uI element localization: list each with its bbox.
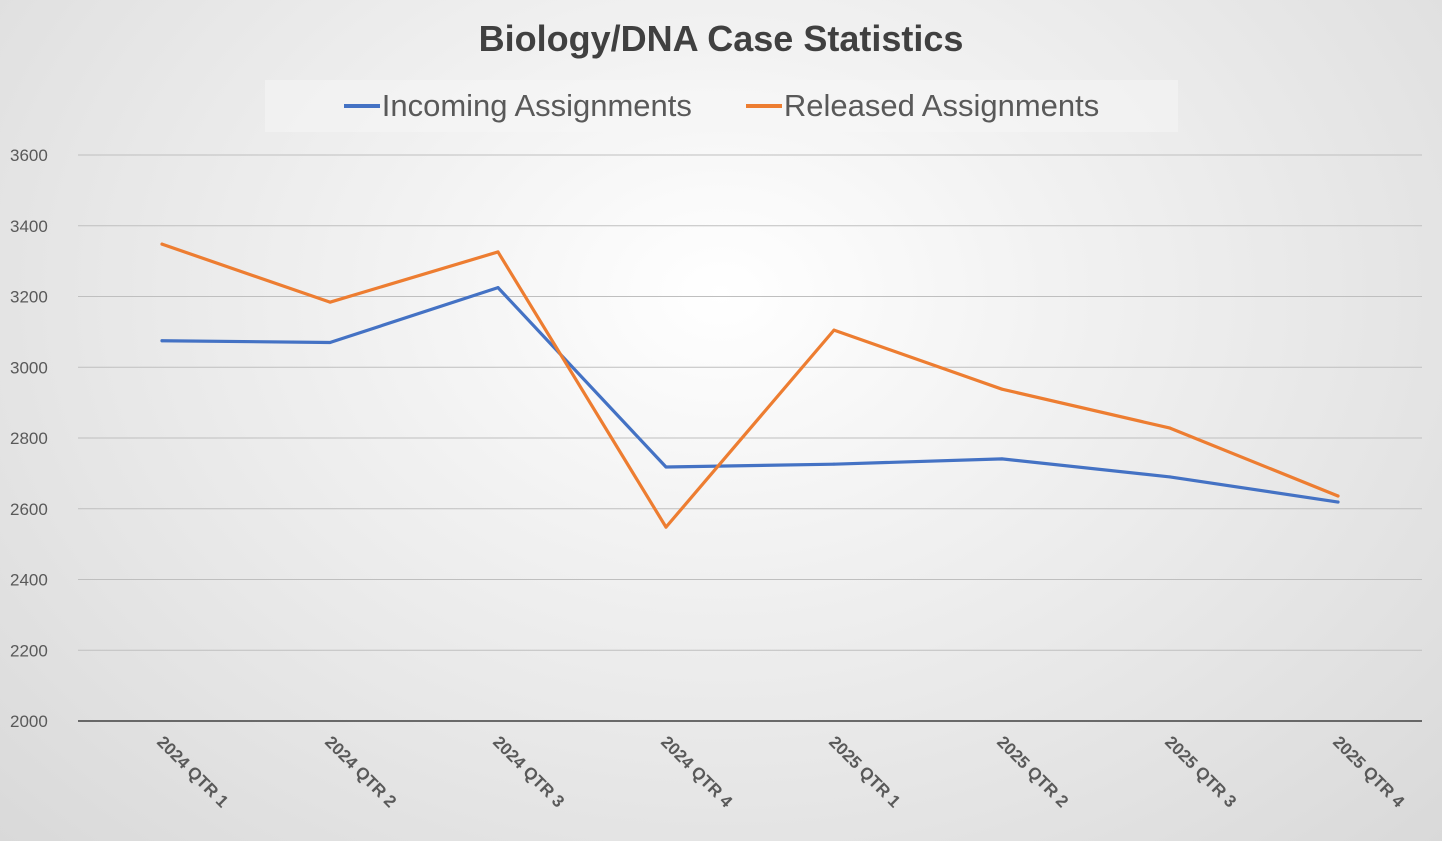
data-point-incoming (1168, 475, 1172, 479)
data-point-incoming (832, 462, 836, 466)
data-point-released (328, 300, 332, 304)
y-tick-label: 2600 (10, 500, 48, 519)
x-tick-label: 2025 QTR 1 (825, 732, 904, 811)
legend-item-released: Released Assignments (745, 88, 1100, 124)
data-point-released (1168, 426, 1172, 430)
series-line-incoming (160, 286, 1340, 504)
x-tick-label: 2024 QTR 2 (321, 732, 400, 811)
data-point-incoming (1000, 457, 1004, 461)
data-point-incoming (328, 340, 332, 344)
x-tick-label: 2025 QTR 2 (993, 732, 1072, 811)
y-tick-label: 3400 (10, 217, 48, 236)
data-point-released (160, 242, 164, 246)
x-tick-label: 2024 QTR 4 (657, 732, 736, 811)
x-tick-label: 2025 QTR 4 (1329, 732, 1408, 811)
data-point-released (496, 250, 500, 254)
x-tick-label: 2024 QTR 1 (153, 732, 232, 811)
y-tick-label: 2000 (10, 712, 48, 731)
data-point-incoming (664, 465, 668, 469)
data-point-released (1000, 387, 1004, 391)
y-tick-label: 3600 (10, 146, 48, 165)
y-tick-label: 3000 (10, 358, 48, 377)
data-point-incoming (160, 339, 164, 343)
y-tick-label: 2800 (10, 429, 48, 448)
legend-swatch-incoming (343, 104, 380, 108)
y-tick-label: 2400 (10, 571, 48, 590)
legend-label-released: Released Assignments (783, 88, 1100, 123)
legend-item-incoming: Incoming Assignments (343, 88, 692, 124)
data-point-incoming (496, 286, 500, 290)
legend: Incoming Assignments Released Assignment… (265, 80, 1178, 132)
data-point-released (664, 525, 668, 529)
series-line-released (160, 242, 1340, 529)
chart-title: Biology/DNA Case Statistics (478, 18, 964, 59)
data-point-released (832, 328, 836, 332)
x-tick-label: 2024 QTR 3 (489, 732, 568, 811)
legend-swatch-released (745, 104, 782, 108)
y-tick-label: 3200 (10, 288, 48, 307)
data-point-released (1336, 494, 1340, 498)
legend-label-incoming: Incoming Assignments (381, 88, 692, 123)
y-tick-label: 2200 (10, 641, 48, 660)
data-point-incoming (1336, 500, 1340, 504)
x-tick-label: 2025 QTR 3 (1161, 732, 1240, 811)
